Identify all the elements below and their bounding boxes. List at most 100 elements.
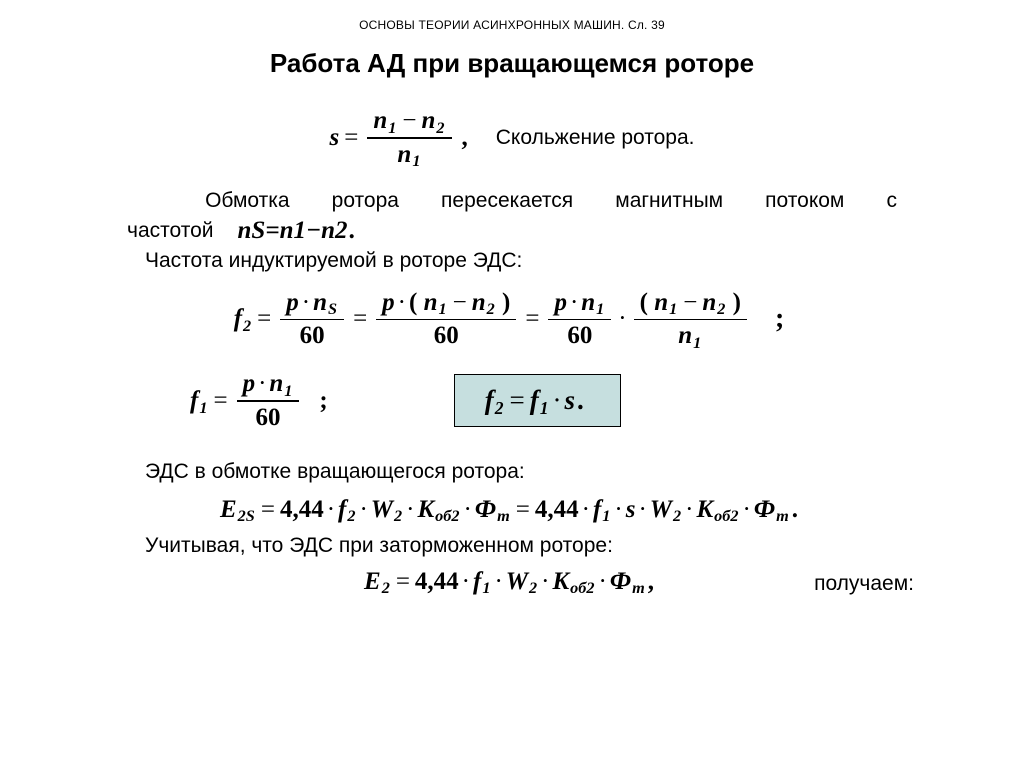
p4: p bbox=[243, 370, 256, 398]
var-n1d: n bbox=[397, 141, 411, 169]
d15: · bbox=[743, 496, 751, 524]
esf1: 1 bbox=[602, 507, 610, 526]
e2skob: об2 bbox=[570, 579, 594, 598]
equals: = bbox=[344, 124, 358, 152]
lp2: ( bbox=[640, 289, 648, 317]
e2sphi: m bbox=[632, 579, 645, 598]
sub-n1c: 1 bbox=[438, 300, 446, 319]
f2-frac3b: ( n1 − n2 ) n1 bbox=[634, 287, 747, 353]
e2-sub: 2 bbox=[382, 579, 390, 598]
dot2: · bbox=[398, 289, 406, 317]
var-n2b: n bbox=[321, 217, 335, 245]
sub-1b: 1 bbox=[293, 217, 306, 245]
w2: ротора bbox=[332, 189, 399, 213]
sub-2: 2 bbox=[436, 119, 444, 138]
e2s-equation: E2S = 4,44 · f2 · W2 · Kоб2 · Фm = 4,44 … bbox=[220, 496, 804, 524]
var-n2: n bbox=[421, 107, 435, 135]
esf2: 2 bbox=[347, 507, 355, 526]
d12: · bbox=[614, 496, 622, 524]
sub-1d: 1 bbox=[412, 152, 420, 171]
d19: · bbox=[599, 568, 607, 596]
sub-n2e: 2 bbox=[717, 300, 725, 319]
period: . bbox=[350, 217, 356, 245]
e2s-period: . bbox=[792, 496, 798, 524]
eq-e: = bbox=[510, 385, 525, 416]
eskob: об2 bbox=[435, 507, 459, 526]
e2-equation: E2 = 4,44 · f1 · W2 · Kоб2 · Фm , bbox=[364, 568, 660, 596]
eq-d: = bbox=[213, 387, 227, 415]
ew2: W bbox=[371, 496, 393, 524]
d18: · bbox=[541, 568, 549, 596]
bsf1: 1 bbox=[540, 398, 549, 419]
e2s-sub: 2S bbox=[238, 507, 255, 526]
sub-n1f: 1 bbox=[693, 334, 701, 353]
e2w2: W bbox=[506, 568, 528, 596]
eq-g: = bbox=[516, 496, 530, 524]
p3: p bbox=[554, 289, 567, 317]
eq-f: = bbox=[261, 496, 275, 524]
ekobb: K bbox=[696, 496, 713, 524]
es: s bbox=[626, 496, 636, 524]
w4: магнитным bbox=[615, 189, 723, 213]
e2s-lhs: E bbox=[220, 496, 237, 524]
sub-f2: 2 bbox=[243, 317, 251, 336]
var-ns: n bbox=[238, 217, 252, 245]
e2kob: K bbox=[552, 568, 569, 596]
min4: − bbox=[683, 289, 697, 317]
ns-equation: nS = n1 − n2 . bbox=[238, 217, 356, 245]
ew2b: W bbox=[650, 496, 672, 524]
d60d: 60 bbox=[249, 402, 286, 434]
rp2: ) bbox=[733, 289, 741, 317]
n1d: n bbox=[581, 289, 595, 317]
para1-line2: частотой nS = n1 − n2 . bbox=[127, 217, 897, 245]
dot3: · bbox=[570, 289, 578, 317]
sub-ns1: S bbox=[328, 300, 337, 319]
esw2: 2 bbox=[394, 507, 402, 526]
n1f: n bbox=[678, 322, 692, 350]
ekob: K bbox=[417, 496, 434, 524]
eq-b: = bbox=[353, 305, 367, 333]
e2-row-wrap: E2 = 4,44 · f1 · W2 · Kоб2 · Фm , получа… bbox=[0, 568, 1024, 596]
e2s-row: E2S = 4,44 · f2 · W2 · Kоб2 · Фm = 4,44 … bbox=[0, 496, 1024, 524]
esphi: m bbox=[497, 507, 510, 526]
n2e: n bbox=[702, 289, 716, 317]
d60a: 60 bbox=[294, 320, 331, 352]
sub-f1: 1 bbox=[199, 399, 207, 418]
slip-fraction: n1 − n2 n1 bbox=[367, 105, 451, 171]
f2-equation: f2 = p·nS 60 = p·( n1 − n2 ) 60 = bbox=[234, 287, 791, 353]
f1-frac: p·n1 60 bbox=[237, 368, 300, 434]
k444b: 4,44 bbox=[535, 496, 579, 524]
minus2: − bbox=[306, 217, 321, 245]
k444c: 4,44 bbox=[415, 568, 459, 596]
ns1: n bbox=[313, 289, 327, 317]
k444a: 4,44 bbox=[280, 496, 324, 524]
para3: Учитывая, что ЭДС при заторможенном рото… bbox=[109, 534, 915, 558]
d17: · bbox=[494, 568, 502, 596]
ephi: Ф bbox=[475, 496, 496, 524]
e2sf1: 1 bbox=[482, 579, 490, 598]
eskobb: об2 bbox=[714, 507, 738, 526]
ef1: f bbox=[593, 496, 601, 524]
box-eq-inner: f2 = f1 · s . bbox=[485, 385, 590, 416]
d9: · bbox=[406, 496, 414, 524]
e2-lhs: E bbox=[364, 568, 381, 596]
esw2b: 2 bbox=[673, 507, 681, 526]
d60b: 60 bbox=[428, 320, 465, 352]
bsf2: 2 bbox=[495, 398, 504, 419]
slip-row: s = n1 − n2 n1 , Скольжение ротора. bbox=[0, 105, 1024, 171]
sub-n2c: 2 bbox=[487, 300, 495, 319]
var-s: s bbox=[330, 124, 340, 152]
d13: · bbox=[638, 496, 646, 524]
bf1: f bbox=[530, 385, 539, 416]
d8: · bbox=[359, 496, 367, 524]
sub-n1d: 1 bbox=[596, 300, 604, 319]
var-f1: f bbox=[190, 387, 198, 415]
w5: потоком bbox=[765, 189, 844, 213]
n1g: n bbox=[269, 370, 283, 398]
equals2: = bbox=[265, 217, 279, 245]
sub-1: 1 bbox=[388, 119, 396, 138]
f2-frac1: p·nS 60 bbox=[280, 287, 344, 353]
para1-line1: Обмотка ротора пересекается магнитным по… bbox=[127, 189, 897, 213]
dot6: · bbox=[553, 385, 562, 416]
bp: . bbox=[577, 385, 584, 416]
